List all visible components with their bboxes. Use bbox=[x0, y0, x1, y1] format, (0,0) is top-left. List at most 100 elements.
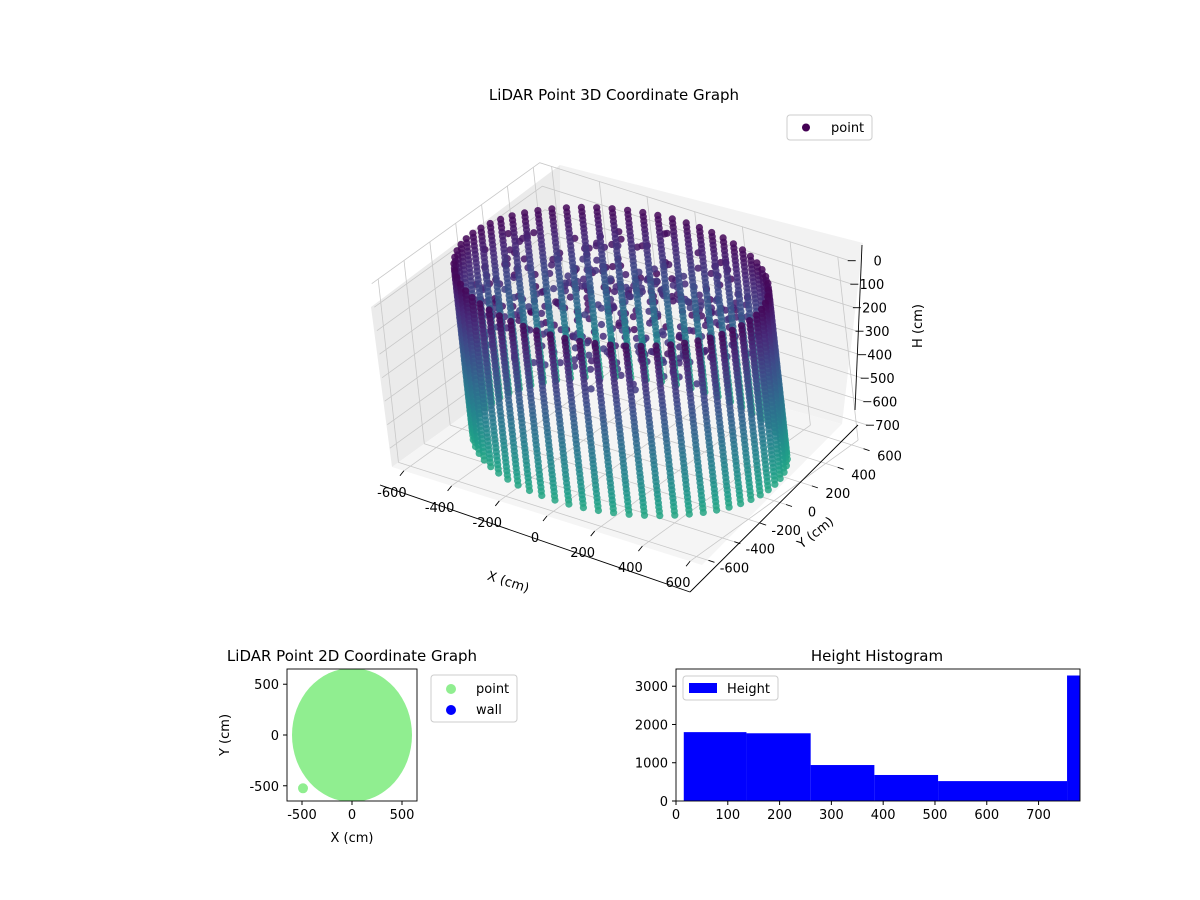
x-tick-label-hist: 700 bbox=[1026, 808, 1051, 823]
data-point bbox=[630, 326, 638, 334]
z-tick-label: 700 bbox=[875, 419, 900, 434]
data-point bbox=[685, 510, 693, 518]
x-tick-label: 0 bbox=[531, 531, 539, 546]
histogram-bar bbox=[810, 765, 875, 801]
ticks-hist: 0 100 200 300 400 500 600 700 0 1000 2000 3000 bbox=[635, 680, 1051, 823]
data-point bbox=[586, 365, 595, 373]
x-tick-label-hist: 500 bbox=[923, 808, 948, 823]
data-point bbox=[725, 503, 733, 511]
data-point bbox=[609, 263, 617, 271]
data-point bbox=[747, 495, 755, 504]
histogram-bar bbox=[938, 781, 1068, 801]
x-tick-label: -600 bbox=[377, 486, 407, 501]
z-tick-label: 500 bbox=[870, 372, 895, 387]
x-tick-label-2d: 0 bbox=[348, 808, 356, 823]
legend-hist-swatch bbox=[689, 683, 717, 693]
data-point bbox=[506, 246, 514, 254]
histogram-title: Height Histogram bbox=[811, 647, 943, 665]
z-axis-label: H (cm) bbox=[911, 304, 926, 348]
x-tick-label-hist: 200 bbox=[767, 808, 792, 823]
data-point bbox=[566, 293, 575, 301]
data-point bbox=[580, 275, 588, 283]
y-tick-label-2d: 0 bbox=[271, 729, 279, 744]
data-point bbox=[564, 272, 572, 280]
data-point bbox=[622, 271, 630, 279]
ticks-3d: -600-400-2000200400600-600-400-200020040… bbox=[377, 255, 902, 592]
y-tick-label-hist: 2000 bbox=[635, 718, 668, 733]
legend-point-label: point bbox=[476, 682, 509, 697]
points-2d bbox=[292, 669, 412, 801]
x-axis-line bbox=[379, 484, 691, 593]
data-point bbox=[625, 510, 633, 518]
histogram-bars bbox=[683, 675, 1080, 801]
data-point bbox=[570, 356, 579, 364]
y-tick-label-2d: -500 bbox=[249, 780, 279, 795]
data-point bbox=[713, 506, 721, 514]
data-point bbox=[756, 491, 764, 499]
legend-2d: point wall bbox=[430, 674, 518, 723]
data-point bbox=[593, 256, 601, 264]
z-tick-label: 100 bbox=[859, 278, 884, 293]
data-point bbox=[671, 511, 679, 519]
data-point bbox=[693, 380, 701, 388]
data-point bbox=[697, 302, 705, 310]
data-point bbox=[514, 481, 522, 489]
data-point bbox=[676, 354, 684, 362]
x-axis-label-2d: X (cm) bbox=[331, 831, 374, 846]
legend-hist: Height bbox=[682, 675, 779, 701]
data-point bbox=[526, 326, 534, 334]
frame-hist bbox=[675, 668, 1081, 802]
data-point bbox=[764, 486, 772, 494]
x-tick-label-hist: 300 bbox=[819, 808, 844, 823]
data-point bbox=[487, 463, 495, 471]
legend-wall-marker bbox=[446, 705, 456, 715]
y-tick-label: 400 bbox=[851, 468, 876, 483]
data-point bbox=[712, 318, 720, 327]
x-tick-label-hist: 400 bbox=[871, 808, 896, 823]
y-axis-label-2d: Y (cm) bbox=[218, 714, 233, 757]
data-point bbox=[581, 311, 589, 319]
data-point bbox=[600, 345, 608, 353]
y-tick-label-hist: 0 bbox=[660, 795, 668, 810]
data-point bbox=[737, 500, 745, 508]
legend-wall-label: wall bbox=[476, 703, 502, 718]
data-point bbox=[587, 385, 595, 393]
x-axis-label: X (cm) bbox=[485, 569, 531, 597]
data-point bbox=[525, 486, 534, 495]
ticks-2d: -500 0 500 500 0 -500 bbox=[249, 678, 414, 823]
data-point bbox=[699, 508, 707, 516]
axes-3d bbox=[379, 244, 863, 593]
scatter-2d-chart: LiDAR Point 2D Coordinate Graph -500 0 500… bbox=[218, 647, 518, 846]
data-point bbox=[776, 474, 784, 483]
histogram-bar bbox=[874, 774, 939, 801]
data-point bbox=[646, 319, 654, 327]
height-histogram-chart: Height Histogram 0 100 200 300 400 500 600 7000… bbox=[635, 647, 1081, 823]
z-tick-label: 0 bbox=[873, 255, 881, 270]
y-tick-label: 0 bbox=[808, 506, 816, 521]
legend-3d-label: point bbox=[831, 121, 864, 136]
histogram-bar bbox=[683, 732, 747, 801]
data-point bbox=[653, 277, 661, 285]
data-point bbox=[656, 511, 664, 520]
data-point bbox=[538, 491, 546, 500]
data-point bbox=[504, 230, 512, 238]
z-tick-label: 300 bbox=[865, 325, 890, 340]
data-point bbox=[583, 339, 591, 347]
y-tick-label-2d: 500 bbox=[254, 678, 279, 693]
z-axis-line bbox=[854, 244, 863, 411]
legend-3d: point bbox=[786, 114, 873, 141]
points-3d bbox=[450, 203, 791, 520]
y-axis-line bbox=[689, 424, 859, 593]
data-point bbox=[597, 304, 605, 312]
data-point bbox=[640, 511, 649, 519]
data-point bbox=[684, 298, 692, 306]
data-point bbox=[530, 229, 538, 237]
histogram-bar bbox=[1067, 675, 1080, 801]
data-point bbox=[695, 291, 704, 299]
data-point bbox=[675, 331, 684, 339]
data-point bbox=[617, 235, 625, 243]
data-point bbox=[663, 229, 671, 237]
x-tick-label-2d: 500 bbox=[390, 808, 415, 823]
chart-2d-title: LiDAR Point 2D Coordinate Graph bbox=[227, 647, 477, 665]
